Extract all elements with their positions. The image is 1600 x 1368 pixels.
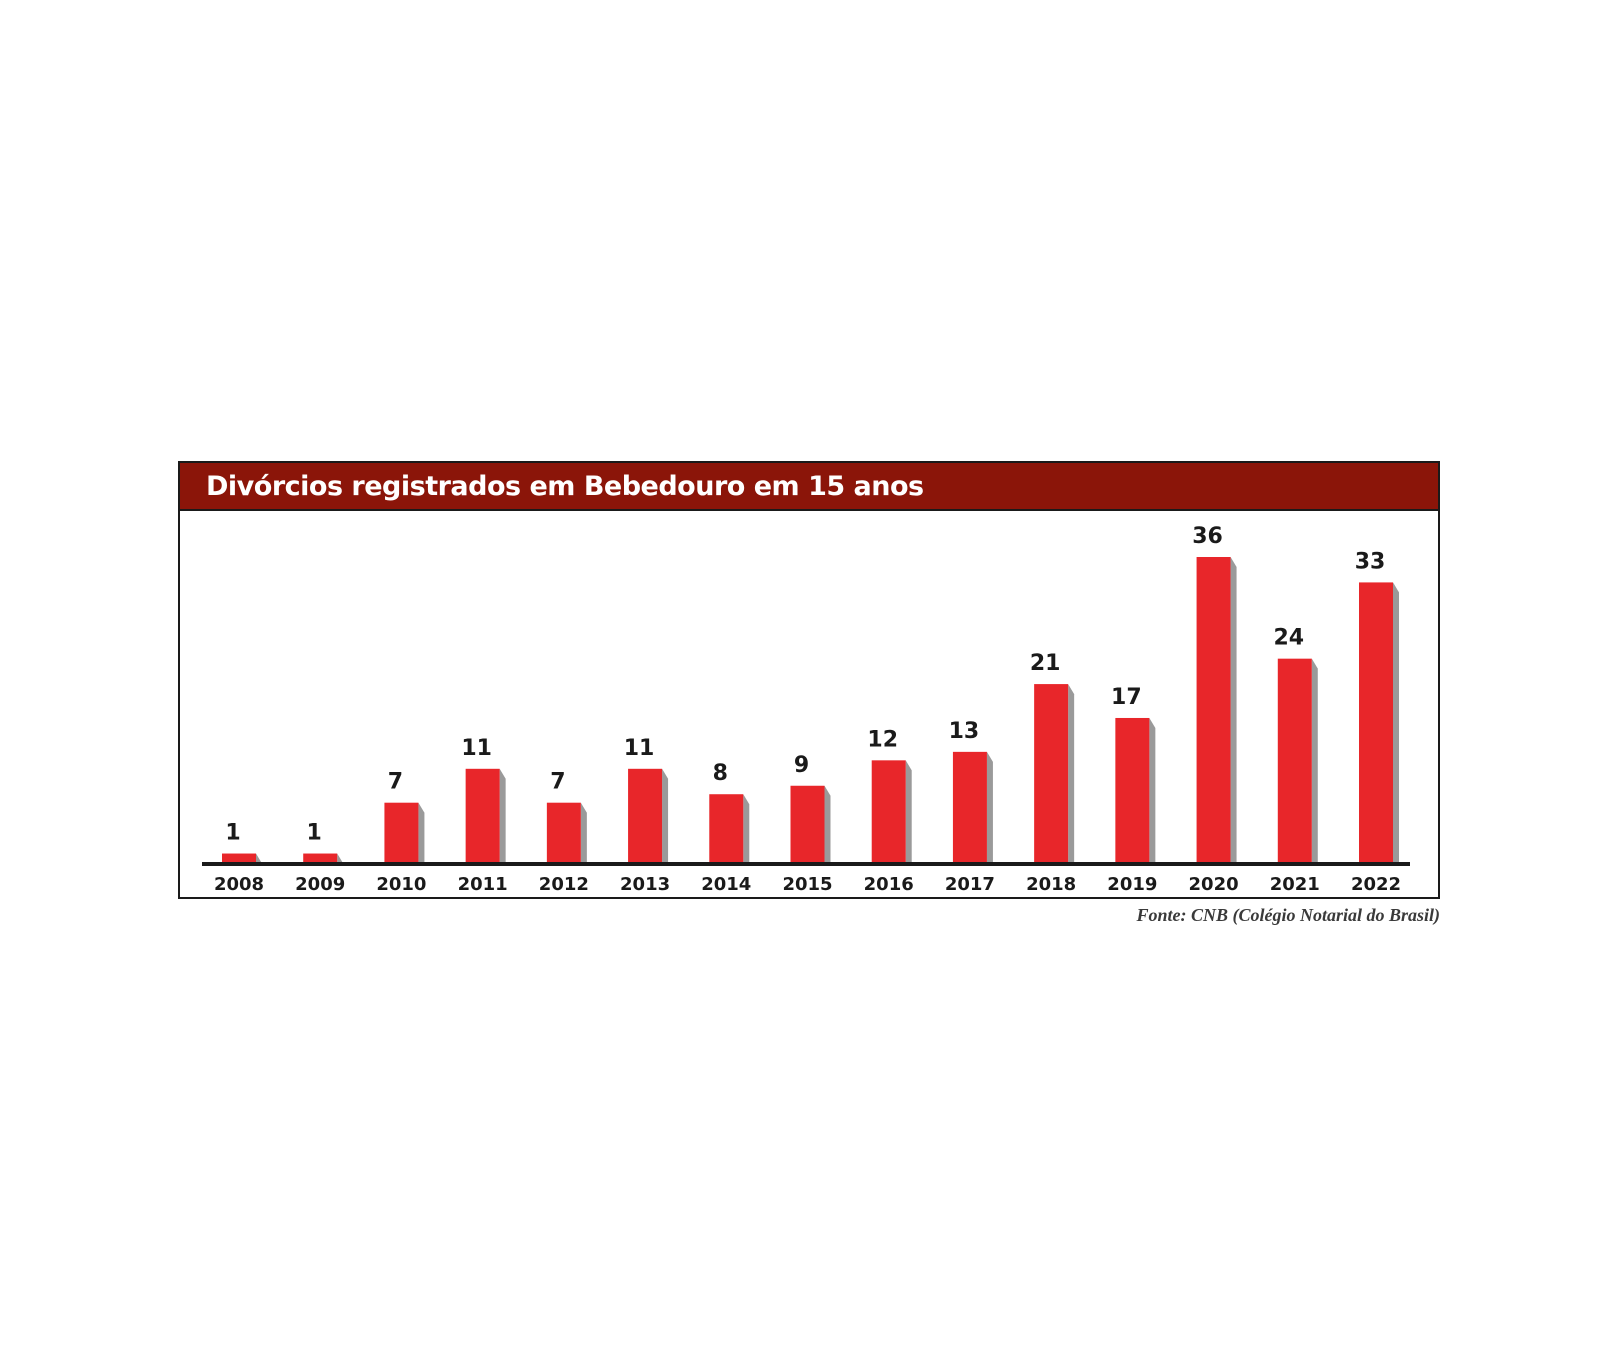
bar-shadow [1311,658,1318,862]
bar-2016 [871,760,906,862]
data-label-2013: 11 [624,736,655,761]
data-label-2018: 21 [1030,651,1061,676]
bar-2022 [1359,582,1393,862]
x-tick-label-2018: 2018 [1026,874,1076,895]
x-tick-label-2021: 2021 [1270,874,1320,895]
bar-2015 [790,785,825,862]
x-tick-label-2015: 2015 [782,874,832,895]
bar-2020 [1196,557,1231,862]
data-label-2020: 36 [1192,524,1223,549]
data-label-2009: 1 [307,821,322,846]
bar-shadow [580,802,587,862]
x-tick-label-2019: 2019 [1107,874,1157,895]
bar-2010 [384,802,419,862]
x-tick-label-2010: 2010 [376,874,426,895]
bar-shadow [418,802,425,862]
data-label-2017: 13 [949,719,980,744]
bar-2018 [1034,684,1069,862]
bar-shadow [1149,717,1156,862]
bar-shadow [256,853,262,864]
chart-title: Divórcios registrados em Bebedouro em 15… [206,471,924,502]
x-tick-label-2013: 2013 [620,874,670,895]
x-tick-label-2022: 2022 [1351,874,1401,895]
bar-shadow [662,768,669,862]
bar-2017 [952,751,987,862]
bar-shadow [337,853,344,864]
bar-2012 [546,802,581,862]
data-label-2022: 33 [1355,549,1386,574]
chart-title-bar: Divórcios registrados em Bebedouro em 15… [180,463,1438,511]
bar-shadow [905,760,912,862]
x-tick-label-2014: 2014 [701,874,751,895]
bar-shadow [499,768,506,862]
bar-shadow [824,785,831,862]
data-label-2012: 7 [550,770,565,795]
data-label-2016: 12 [867,727,898,752]
bar-2008 [222,853,256,862]
data-label-2011: 11 [461,736,492,761]
bar-2019 [1115,717,1150,862]
data-label-2021: 24 [1273,626,1304,651]
x-tick-label-2008: 2008 [214,874,264,895]
bar-shadow [986,751,993,862]
x-tick-label-2020: 2020 [1189,874,1239,895]
chart-source: Fonte: CNB (Colégio Notarial do Brasil) [1136,905,1440,925]
bar-2013 [628,768,663,862]
x-tick-label-2016: 2016 [864,874,914,895]
bar-shadow [1393,582,1399,862]
data-label-2015: 9 [794,753,809,778]
x-tick-label-2017: 2017 [945,874,995,895]
x-tick-label-2009: 2009 [295,874,345,895]
bar-2011 [465,768,500,862]
bar-shadow [1068,684,1075,862]
data-label-2014: 8 [713,761,728,786]
bar-shadow [743,794,750,862]
bar-chart: 1 2008 1 2009 7 2010 11 2011 7 2012 11 2013 8 2014 9 20… [202,524,1410,895]
bar-2014 [709,794,744,862]
chart-frame: Divórcios registrados em Bebedouro em 15… [178,461,1440,899]
data-label-2010: 7 [388,770,403,795]
x-tick-label-2011: 2011 [458,874,508,895]
x-tick-label-2012: 2012 [539,874,589,895]
bar-shadow [1230,557,1237,862]
bar-2021 [1277,658,1312,862]
data-label-2019: 17 [1111,685,1142,710]
bar-2009 [303,853,338,862]
data-label-2008: 1 [225,821,240,846]
